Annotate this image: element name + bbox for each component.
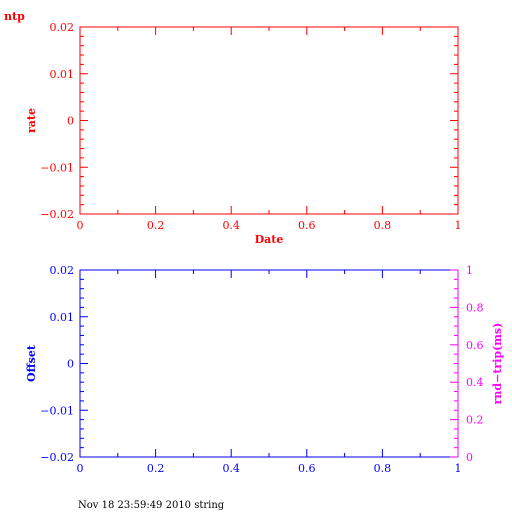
x-tick-label: 0	[77, 462, 84, 475]
rate-chart: 0 0.2 0.4 0.6 0.8 1 −0.02 −0.01 0 0.01 0.02 Date rat…	[25, 21, 462, 246]
x-tick-label: 0.8	[374, 219, 392, 232]
y-tick-label: 0.02	[50, 21, 75, 34]
y-tick-label: 0	[67, 358, 74, 371]
y-tick-label: −0.01	[40, 404, 74, 417]
x-tick-label: 1	[455, 219, 462, 232]
y2-tick-label: 0.2	[466, 414, 484, 427]
offset-chart: 0 0.2 0.4 0.6 0.8 1 −0.02 −0.01 0 0.01 0.02 0 0.2 0.4…	[25, 264, 504, 475]
y-axis-label: rate	[25, 108, 38, 133]
y2-tick-label: 1	[466, 264, 473, 277]
x-tick-label: 0.6	[298, 219, 316, 232]
y-tick-label: −0.02	[40, 451, 74, 464]
x-axis-label: Date	[255, 233, 284, 246]
y-tick-label: 0.01	[50, 311, 75, 324]
y-tick-label: −0.02	[40, 208, 74, 221]
x-tick-label: 0.4	[222, 219, 240, 232]
corner-label: ntp	[4, 10, 25, 23]
y-tick-label: 0	[67, 115, 74, 128]
x-tick-label: 0.8	[374, 462, 392, 475]
footer-timestamp: Nov 18 23:59:49 2010 string	[78, 500, 225, 511]
y-tick-label: 0.01	[50, 68, 75, 81]
plot-frame	[79, 269, 459, 458]
x-tick-label: 0.4	[222, 462, 240, 475]
y-axis-label: Offset	[25, 344, 38, 382]
y2-tick-label: 0.4	[466, 376, 484, 389]
x-tick-label: 1	[455, 462, 462, 475]
x-tick-label: 0.6	[298, 462, 316, 475]
y2-tick-label: 0.8	[466, 301, 484, 314]
y2-axis-label: rnd−trip(ms)	[491, 323, 504, 405]
y-tick-label: 0.02	[50, 264, 75, 277]
x-tick-label: 0.2	[147, 462, 165, 475]
y2-tick-label: 0	[466, 451, 473, 464]
y2-tick-label: 0.6	[466, 339, 484, 352]
plot-frame	[79, 26, 459, 215]
y-tick-label: −0.01	[40, 161, 74, 174]
x-tick-label: 0	[77, 219, 84, 232]
x-tick-label: 0.2	[147, 219, 165, 232]
